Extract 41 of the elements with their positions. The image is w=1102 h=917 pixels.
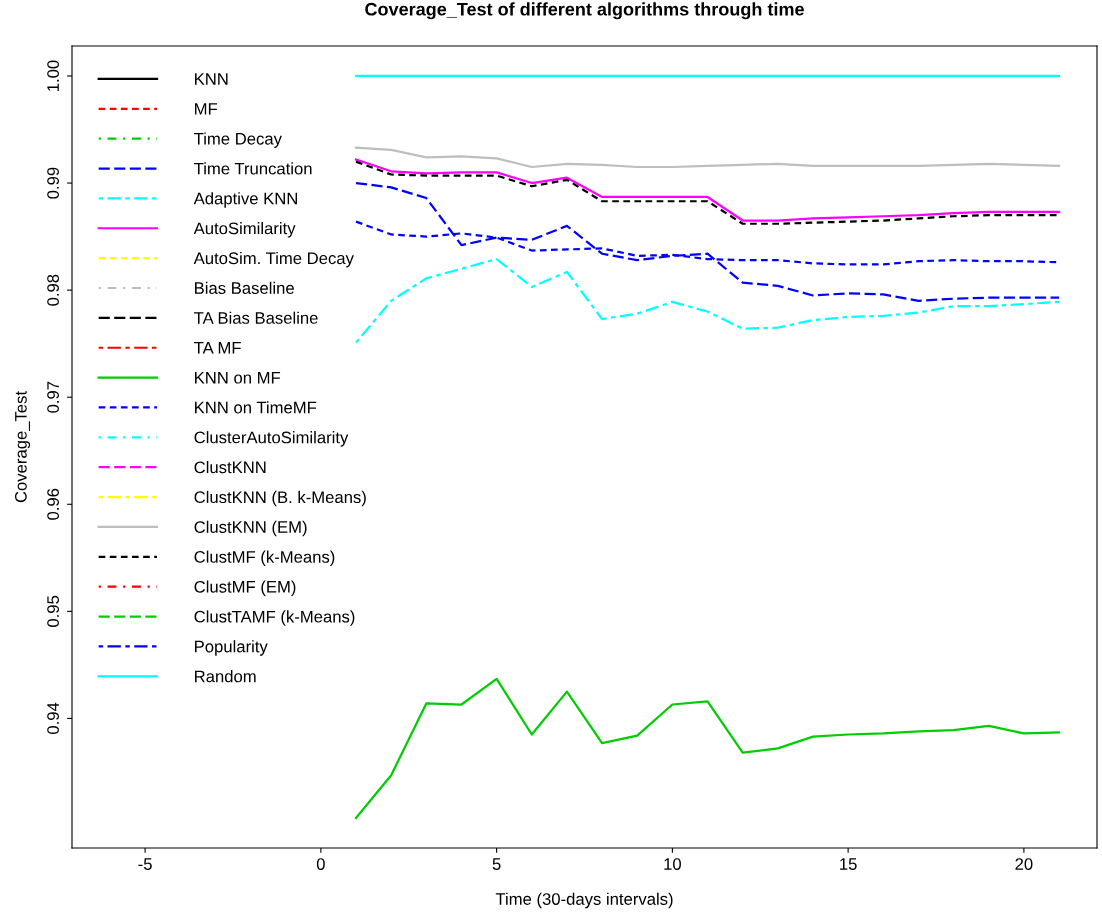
line-series [354,146,1061,169]
y-tick-label: 0.99 [47,167,59,199]
legend-label: Random [195,670,256,683]
legend-label: ClusterAutoSimilarity [194,431,349,447]
chart-title: Coverage_Test of different algorithms through time [365,2,804,20]
legend-label: TA Bias Baseline [194,311,318,324]
legend-label: ClustKNN [194,460,266,474]
y-tick-label: 0.96 [47,488,59,520]
y-tick-label: 0.98 [47,274,59,306]
legend-label: ClustKNN (EM) [194,520,307,537]
x-tick-label: 0 [316,858,325,870]
x-tick-label: 5 [492,858,501,870]
legend-label: Bias Baseline [195,281,294,294]
legend-label: Adaptive KNN [193,192,297,208]
y-tick-label: 0.94 [47,702,59,734]
y-tick-label: 0.95 [47,595,59,627]
line-series [354,181,1061,302]
legend-label: KNN [195,73,228,85]
legend-label: Time Decay [194,132,282,148]
legend-label: KNN on MF [195,371,281,384]
line-series [354,257,1061,344]
legend-label: MF [195,103,218,115]
x-tick-label: -5 [138,858,152,870]
legend-label: AutoSimilarity [193,222,296,238]
legend-label: TA MF [194,342,241,354]
legend-label: ClustMF (k-Means) [194,550,335,567]
x-tick-label: 20 [1015,858,1033,870]
y-axis-title: Coverage_Test [14,391,31,503]
y-tick-label: 1.00 [47,60,59,91]
legend-label: ClustKNN (B. k-Means) [194,490,366,507]
legend-label: ClustMF (EM) [194,580,296,596]
x-tick-label: 15 [840,858,857,870]
legend-label: KNN on TimeMF [195,401,317,414]
legend-label: ClustTAMF (k-Means) [194,610,355,626]
x-axis-title: Time (30-days intervals) [495,892,673,909]
legend-label: Popularity [195,640,268,656]
line-series [354,677,1061,820]
y-tick-label: 0.97 [47,381,59,413]
legend-label: Time Truncation [194,162,312,175]
legend-label: AutoSim. Time Decay [193,251,354,268]
x-tick-label: 10 [664,858,681,870]
